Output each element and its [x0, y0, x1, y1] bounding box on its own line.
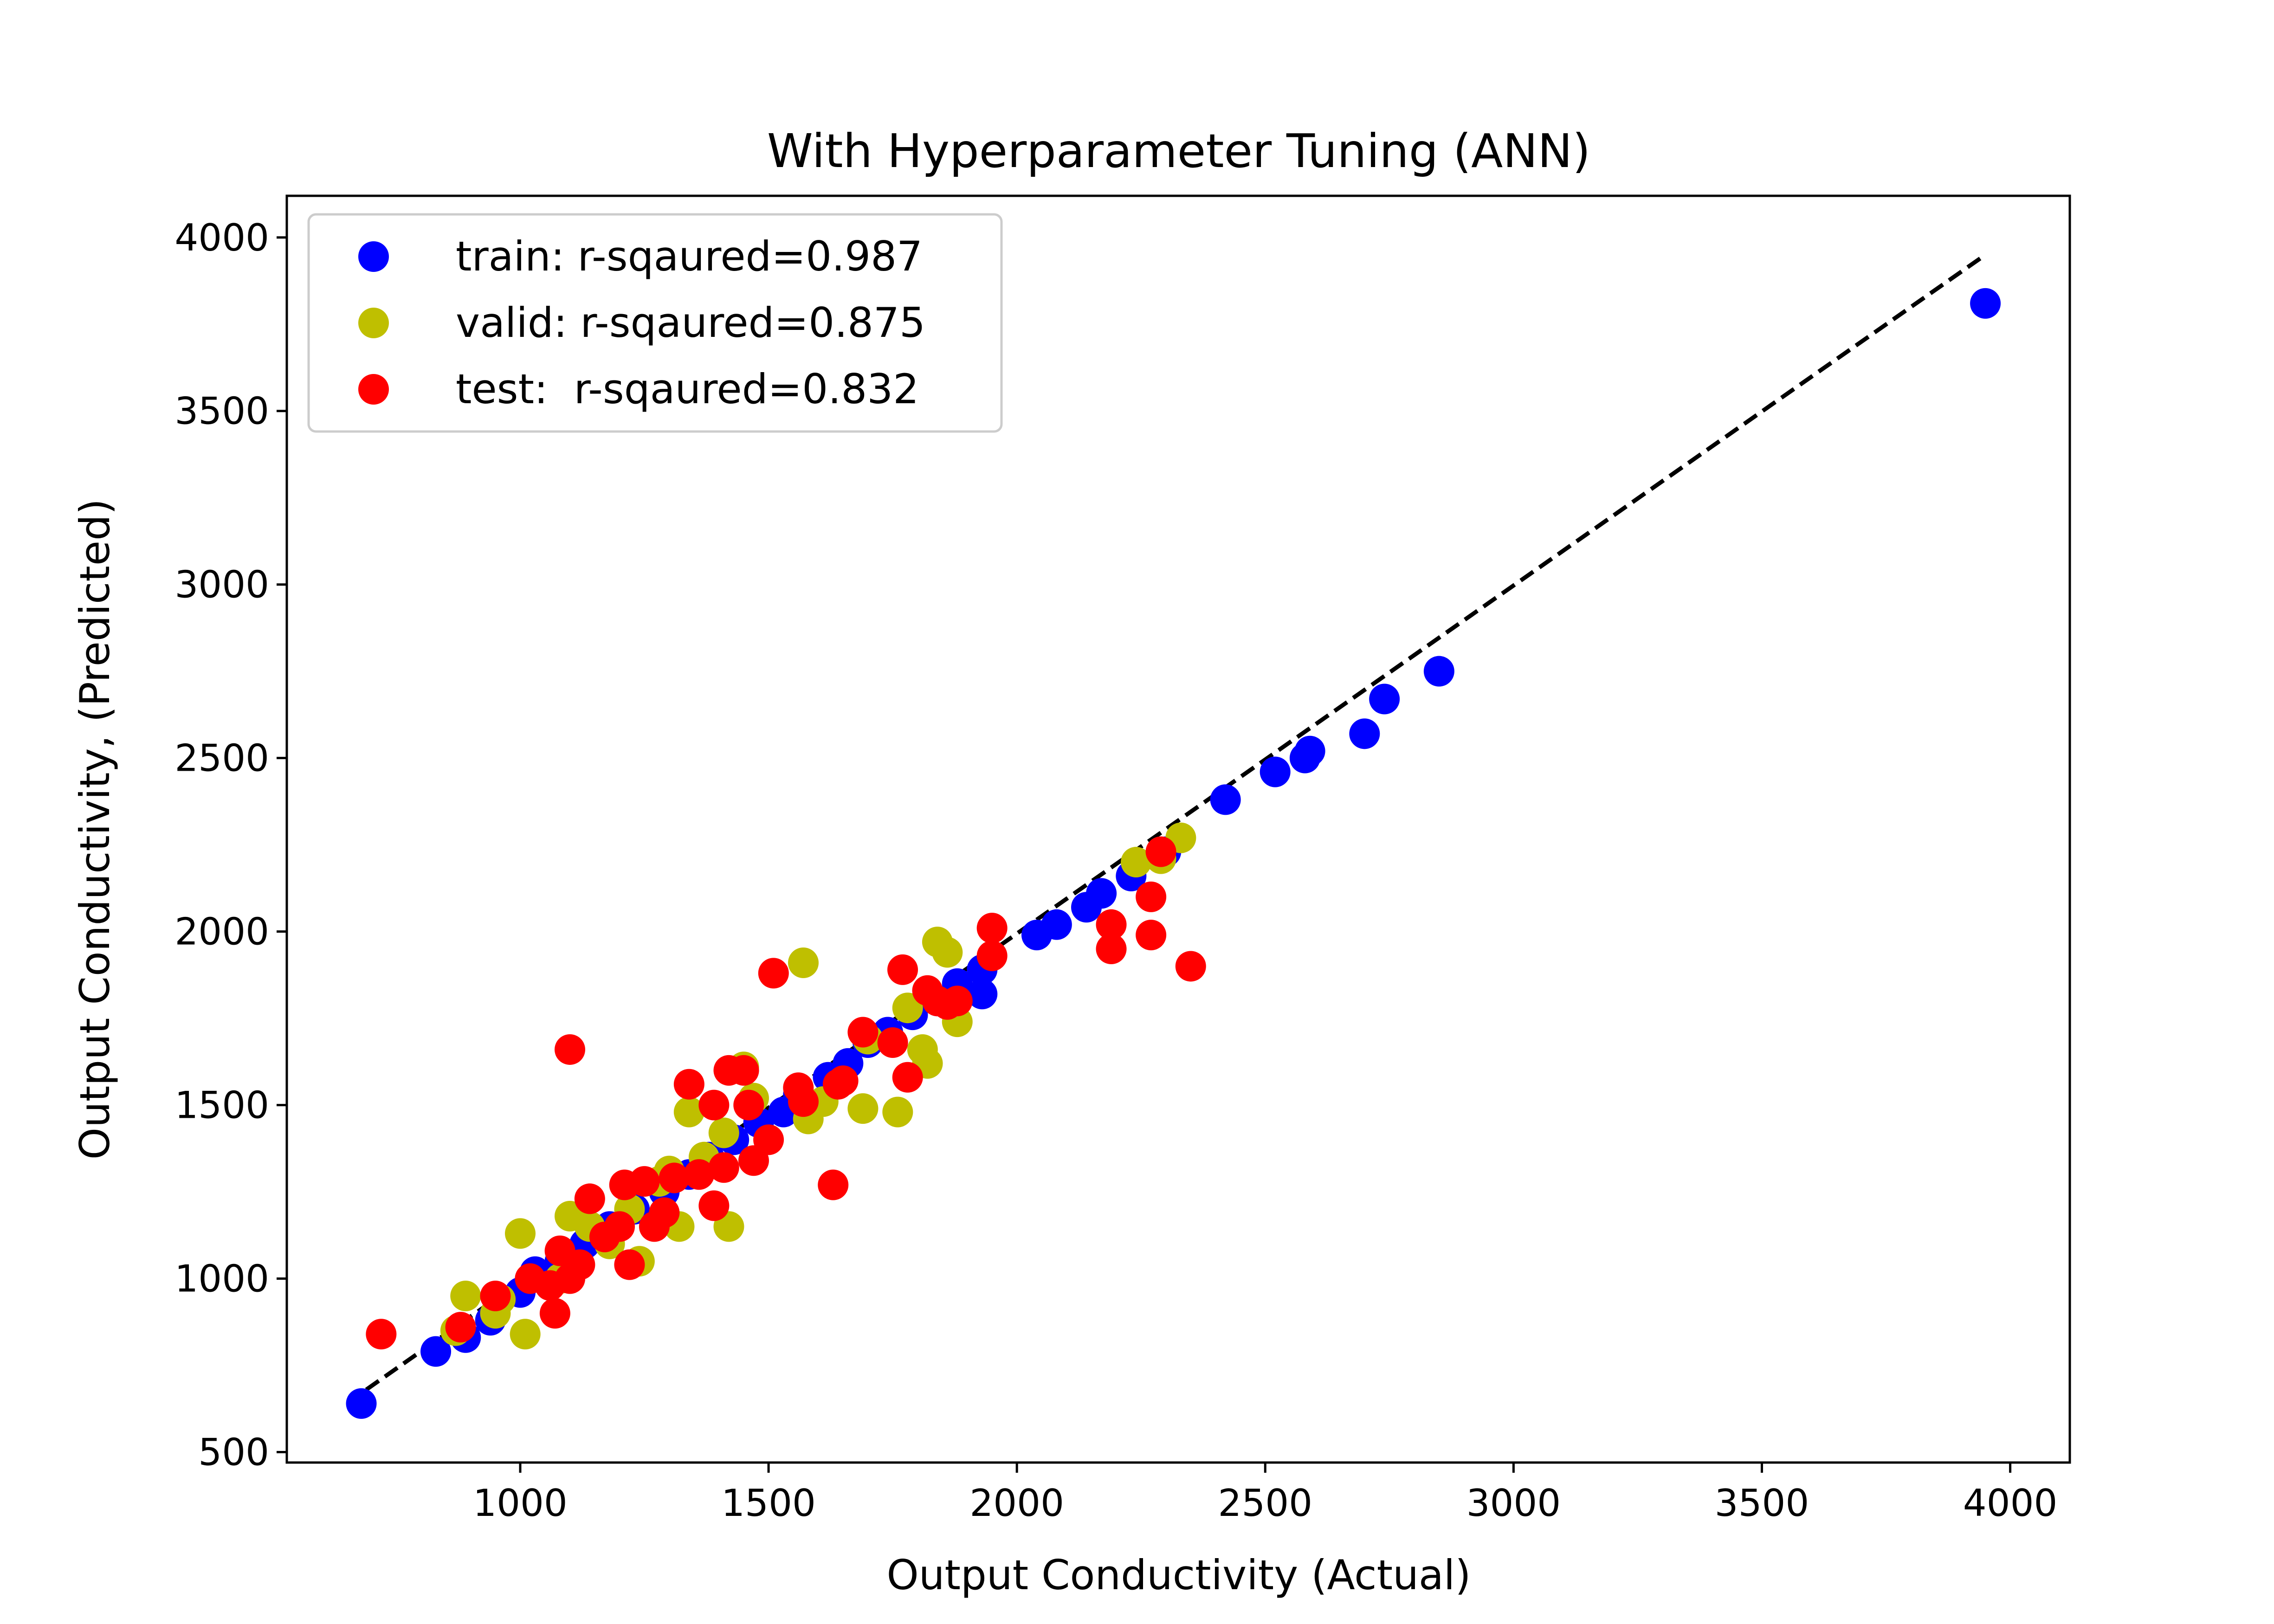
- data-point-test: [604, 1211, 635, 1242]
- data-point-test: [753, 1124, 784, 1155]
- legend-label-test: test: r-sqaured=0.832: [456, 365, 919, 413]
- data-point-test: [574, 1183, 605, 1214]
- data-point-test: [708, 1152, 739, 1183]
- data-point-test: [1136, 920, 1167, 951]
- data-point-valid: [932, 937, 963, 968]
- y-tick-label: 1000: [174, 1257, 269, 1301]
- x-axis-ticks: 1000 1500 2000 2500 3000 3500 4000: [473, 1463, 2057, 1525]
- y-axis-ticks: 500 1000 1500 2000 2500 3000 3500 4000: [174, 216, 287, 1474]
- data-point-valid: [450, 1280, 481, 1311]
- data-point-train: [1369, 683, 1400, 715]
- legend-marker-test: [358, 374, 389, 405]
- data-point-test: [788, 1086, 819, 1117]
- x-tick-label: 2500: [1218, 1482, 1312, 1525]
- data-point-valid: [510, 1319, 541, 1350]
- data-point-test: [1175, 951, 1206, 982]
- data-point-test: [698, 1089, 730, 1121]
- legend-label-train: train: r-sqaured=0.987: [456, 232, 923, 280]
- data-point-valid: [892, 992, 923, 1024]
- x-tick-label: 3000: [1466, 1482, 1561, 1525]
- data-point-test: [976, 913, 1008, 944]
- legend-marker-train: [358, 241, 389, 272]
- data-point-test: [758, 958, 789, 989]
- data-point-test: [818, 1169, 849, 1200]
- data-point-test: [649, 1197, 680, 1228]
- data-point-test: [877, 1027, 908, 1058]
- data-point-test: [942, 986, 973, 1017]
- data-point-valid: [882, 1096, 913, 1128]
- data-point-valid: [504, 1218, 536, 1249]
- data-point-test: [1096, 934, 1127, 965]
- data-point-test: [539, 1298, 570, 1329]
- data-point-valid: [847, 1093, 879, 1124]
- series-test: [366, 836, 1206, 1350]
- y-tick-label: 3000: [174, 563, 269, 606]
- data-point-test: [892, 1062, 923, 1093]
- data-point-train: [1349, 718, 1380, 749]
- y-tick-label: 2000: [174, 910, 269, 954]
- data-point-train: [1210, 784, 1241, 815]
- chart-title: With Hyperparameter Tuning (ANN): [767, 124, 1590, 178]
- legend-box: [307, 213, 1003, 433]
- y-tick-label: 3500: [174, 390, 269, 433]
- data-point-test: [614, 1249, 645, 1280]
- data-point-test: [847, 1017, 879, 1048]
- data-point-test: [1096, 909, 1127, 940]
- x-tick-label: 4000: [1963, 1482, 2058, 1525]
- data-point-test: [887, 954, 918, 985]
- data-point-test: [733, 1089, 764, 1121]
- data-point-test: [673, 1069, 704, 1100]
- x-tick-label: 2000: [969, 1482, 1064, 1525]
- data-point-valid: [673, 1096, 704, 1128]
- data-points-layer: [346, 288, 2001, 1419]
- x-tick-label: 1500: [721, 1482, 816, 1525]
- data-point-test: [564, 1249, 595, 1280]
- plot-frame: [285, 194, 2071, 1464]
- data-point-test: [629, 1166, 660, 1197]
- legend: train: r-sqaured=0.987 valid: r-sqaured=…: [307, 213, 1003, 433]
- data-point-train: [1260, 756, 1291, 787]
- x-tick-label: 3500: [1715, 1482, 1809, 1525]
- y-axis-label: Output Conductivity, (Predicted): [71, 499, 119, 1160]
- data-point-train: [420, 1336, 452, 1367]
- data-point-train: [1041, 909, 1072, 940]
- data-point-train: [1970, 288, 2001, 319]
- data-point-test: [555, 1034, 586, 1065]
- y-tick-label: 1500: [174, 1084, 269, 1127]
- data-point-test: [1145, 836, 1176, 867]
- data-point-train: [967, 979, 998, 1010]
- data-point-test: [698, 1190, 730, 1221]
- data-point-test: [366, 1319, 397, 1350]
- data-point-valid: [708, 1117, 739, 1148]
- y-tick-label: 500: [198, 1431, 269, 1474]
- data-point-train: [1086, 878, 1117, 909]
- legend-label-valid: valid: r-sqaured=0.875: [456, 299, 925, 347]
- data-point-test: [480, 1280, 511, 1311]
- data-point-test: [827, 1065, 859, 1096]
- data-point-valid: [1121, 847, 1152, 878]
- y-tick-label: 4000: [174, 216, 269, 259]
- data-point-train: [1294, 735, 1325, 767]
- x-axis-label: Output Conductivity (Actual): [886, 1551, 1471, 1599]
- data-point-train: [1423, 656, 1454, 687]
- y-tick-label: 2500: [174, 737, 269, 780]
- data-point-test: [728, 1055, 759, 1086]
- data-point-test: [976, 941, 1008, 971]
- data-point-train: [346, 1388, 377, 1419]
- data-point-valid: [788, 947, 819, 978]
- data-point-test: [1136, 881, 1167, 912]
- data-point-test: [659, 1162, 690, 1193]
- data-point-test: [684, 1159, 715, 1190]
- x-tick-label: 1000: [473, 1482, 568, 1525]
- legend-marker-valid: [358, 308, 389, 338]
- data-point-test: [445, 1312, 476, 1343]
